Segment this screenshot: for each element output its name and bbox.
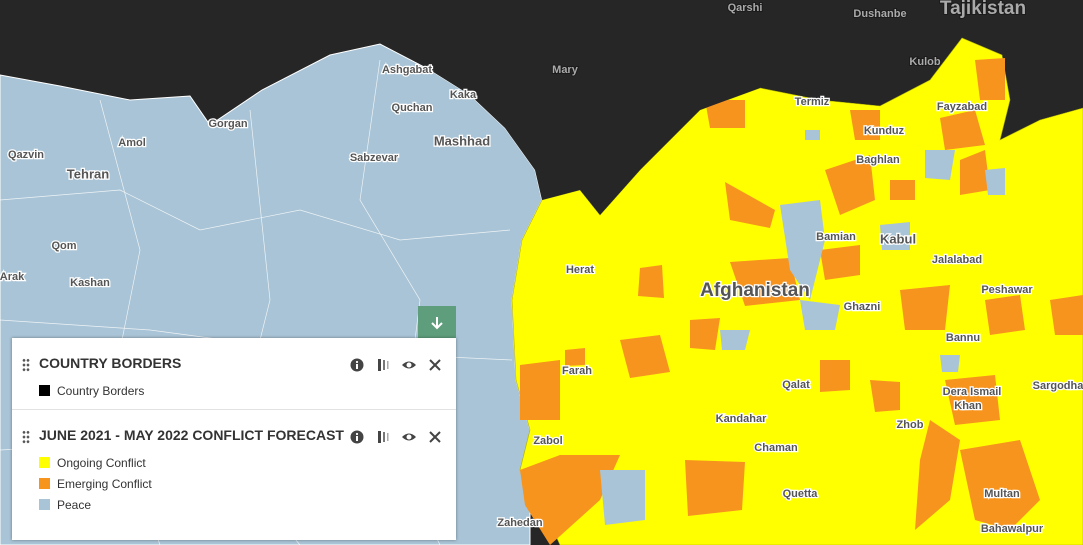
legend-layer: JUNE 2021 - MAY 2022 CONFLICT FORECAST On… <box>12 410 456 523</box>
info-button-icon <box>350 358 364 372</box>
place-label: Zhob <box>897 419 924 431</box>
place-label: Qazvin <box>8 149 44 161</box>
peace-areas <box>600 130 1005 525</box>
place-label: Dushanbe <box>853 8 906 20</box>
place-label: Herat <box>566 264 594 276</box>
place-label: Kashan <box>70 277 110 289</box>
emerging-conflict-areas <box>520 58 1083 545</box>
visibility-button[interactable] <box>402 430 416 444</box>
place-label: Kulob <box>909 56 940 68</box>
legend-items: Ongoing Conflict Emerging Conflict Peace <box>39 452 456 515</box>
place-label: Kunduz <box>864 125 905 137</box>
layer-title: JUNE 2021 - MAY 2022 CONFLICT FORECAST <box>39 427 344 443</box>
place-label: Zabol <box>533 435 562 447</box>
place-label: Fayzabad <box>937 101 987 113</box>
place-label: Qarshi <box>728 2 763 14</box>
legend-item: Country Borders <box>39 380 456 401</box>
visibility-button[interactable] <box>402 358 416 372</box>
info-button-icon <box>350 430 364 444</box>
legend-swatch <box>39 457 50 468</box>
place-label: Gorgan <box>208 118 247 130</box>
legend-item: Peace <box>39 494 456 515</box>
turkmenistan-dark <box>430 0 760 215</box>
place-label: Mashhad <box>434 133 490 148</box>
place-label: Ashgabat <box>382 64 432 76</box>
place-label: Dera Ismail <box>943 386 1002 398</box>
place-label: Kandahar <box>716 413 767 425</box>
place-label: Qalat <box>782 379 810 391</box>
legend-panel: COUNTRY BORDERS Country Borders JUNE 2021 … <box>12 338 456 540</box>
arrow-icon <box>431 317 443 330</box>
opacity-button[interactable] <box>376 358 390 372</box>
place-label: Zahedan <box>497 517 543 529</box>
place-label: Khan <box>954 400 982 412</box>
visibility-button-icon <box>402 433 416 441</box>
legend-layer: COUNTRY BORDERS Country Borders <box>12 338 456 410</box>
place-label: Termiz <box>795 96 830 108</box>
place-label: Tehran <box>67 166 109 181</box>
legend-swatch <box>39 499 50 510</box>
place-label: Sargodha <box>1033 380 1083 392</box>
place-label: Kabul <box>880 231 916 246</box>
place-label: Farah <box>562 365 592 377</box>
country-label: Tajikistan <box>940 0 1026 19</box>
place-label: Chaman <box>754 442 798 454</box>
legend-swatch <box>39 478 50 489</box>
place-label: Bahawalpur <box>981 523 1044 535</box>
place-label: Sabzevar <box>350 152 399 164</box>
place-label: Ghazni <box>844 301 881 313</box>
info-button[interactable] <box>350 430 364 444</box>
place-label: Quetta <box>783 488 819 500</box>
place-label: Kaka <box>450 89 477 101</box>
opacity-button-icon <box>378 359 389 371</box>
visibility-button-icon <box>402 361 416 369</box>
legend-label: Ongoing Conflict <box>57 455 146 470</box>
place-label: Baghlan <box>856 154 900 166</box>
collapse-button[interactable] <box>418 306 456 338</box>
remove-button[interactable] <box>428 430 442 444</box>
remove-button-icon <box>429 359 441 371</box>
place-label: Peshawar <box>981 284 1033 296</box>
remove-button[interactable] <box>428 358 442 372</box>
legend-label: Emerging Conflict <box>57 476 152 491</box>
drag-handle[interactable] <box>22 430 30 444</box>
place-label: Bannu <box>946 332 980 344</box>
legend-items: Country Borders <box>39 380 456 401</box>
legend-item: Ongoing Conflict <box>39 452 456 473</box>
legend-label: Peace <box>57 497 92 512</box>
place-label: Arak <box>0 271 25 283</box>
opacity-button-icon <box>378 431 389 443</box>
drag-handle[interactable] <box>22 358 30 372</box>
legend-item: Emerging Conflict <box>39 473 456 494</box>
layer-title: COUNTRY BORDERS <box>39 355 182 371</box>
place-label: Jalalabad <box>932 254 982 266</box>
place-label: Mary <box>552 64 579 76</box>
layer-controls <box>350 430 442 444</box>
opacity-button[interactable] <box>376 430 390 444</box>
country-label: Afghanistan <box>700 280 810 301</box>
legend-label: Country Borders <box>57 383 145 398</box>
layer-controls <box>350 358 442 372</box>
info-button[interactable] <box>350 358 364 372</box>
place-label: Multan <box>984 488 1020 500</box>
place-label: Quchan <box>392 102 433 114</box>
place-label: Amol <box>118 137 146 149</box>
place-label: Bamian <box>816 231 856 243</box>
place-label: Qom <box>51 240 76 252</box>
legend-swatch <box>39 385 50 396</box>
remove-button-icon <box>429 431 441 443</box>
